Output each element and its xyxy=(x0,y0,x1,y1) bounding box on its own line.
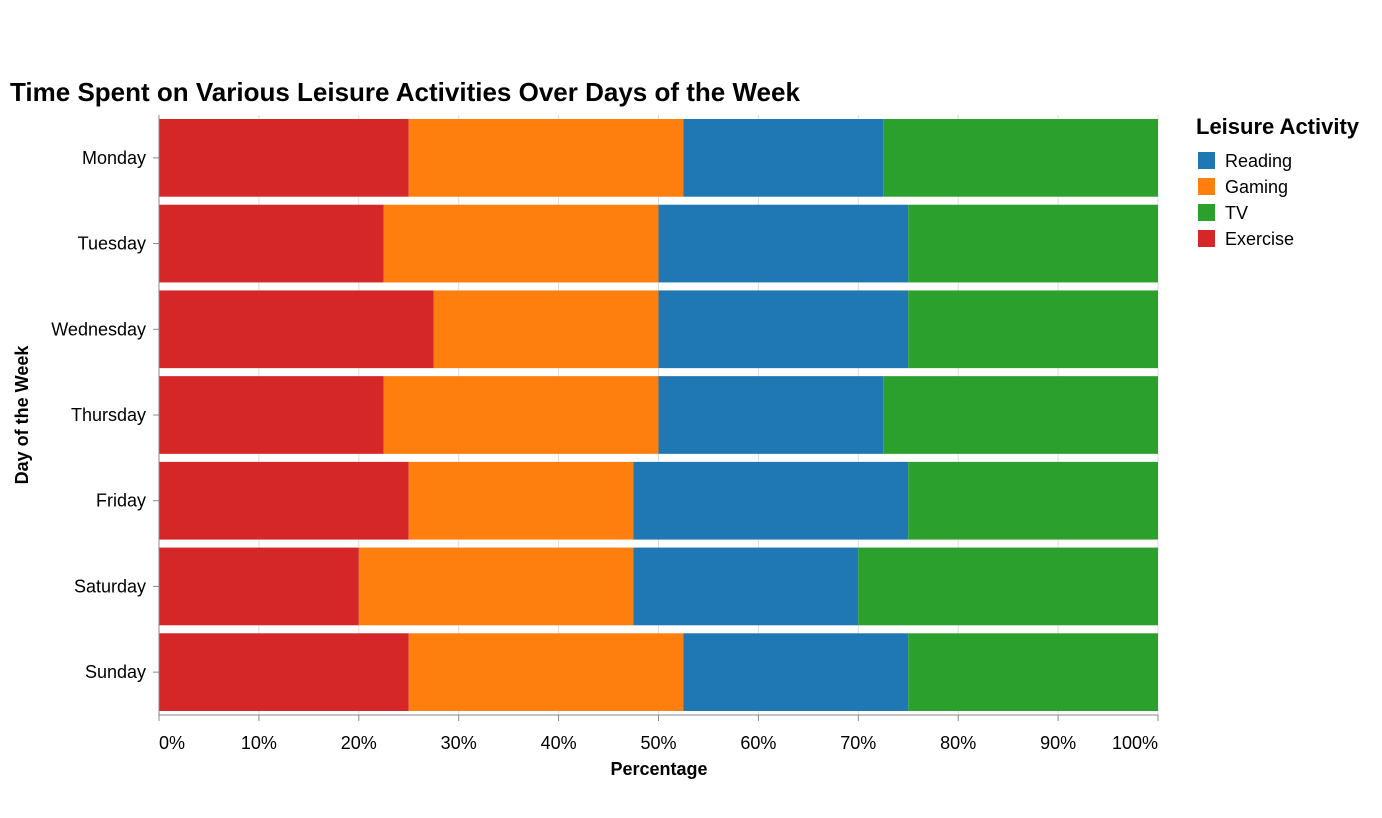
bar-tv-monday xyxy=(883,119,1158,197)
bar-tv-tuesday xyxy=(908,204,1158,283)
bar-exercise-tuesday xyxy=(159,204,384,283)
bar-exercise-saturday xyxy=(159,547,359,626)
y-tick-label: Tuesday xyxy=(78,234,146,254)
bar-tv-thursday xyxy=(883,376,1158,454)
bar-reading-sunday xyxy=(683,633,909,711)
bar-gaming-sunday xyxy=(408,633,684,711)
legend-label-exercise: Exercise xyxy=(1225,229,1294,249)
legend: Leisure Activity Reading Gaming TV Exercise xyxy=(1196,114,1360,249)
bar-group xyxy=(159,119,1158,711)
bar-reading-thursday xyxy=(658,376,884,454)
x-tick-label: 10% xyxy=(241,733,277,753)
bar-gaming-thursday xyxy=(383,376,659,454)
x-tick-label: 80% xyxy=(940,733,976,753)
y-axis: Monday Tuesday Wednesday Thursday Friday Satu… xyxy=(51,115,160,715)
bar-exercise-friday xyxy=(159,461,409,540)
legend-swatch-exercise xyxy=(1198,230,1215,247)
bar-reading-monday xyxy=(683,119,884,197)
bar-exercise-sunday xyxy=(159,633,409,711)
bar-reading-saturday xyxy=(633,547,859,626)
bar-tv-sunday xyxy=(908,633,1158,711)
x-tick-label: 90% xyxy=(1040,733,1076,753)
x-tick-label: 0% xyxy=(159,733,185,753)
bar-exercise-wednesday xyxy=(159,290,434,369)
legend-label-gaming: Gaming xyxy=(1225,177,1288,197)
x-tick-label: 60% xyxy=(740,733,776,753)
y-tick-label: Thursday xyxy=(71,405,146,425)
bar-exercise-thursday xyxy=(159,376,384,454)
bar-reading-wednesday xyxy=(658,290,909,369)
y-tick-label: Saturday xyxy=(74,576,146,596)
x-tick-label: 70% xyxy=(840,733,876,753)
x-axis-title: Percentage xyxy=(610,759,707,779)
bar-gaming-friday xyxy=(408,461,634,540)
bar-reading-tuesday xyxy=(658,204,909,283)
x-tick-label: 40% xyxy=(541,733,577,753)
x-tick-label: 20% xyxy=(341,733,377,753)
bar-gaming-saturday xyxy=(358,547,634,626)
chart-title: Time Spent on Various Leisure Activities… xyxy=(10,77,800,107)
bar-reading-friday xyxy=(633,461,909,540)
legend-swatch-reading xyxy=(1198,152,1215,169)
legend-label-reading: Reading xyxy=(1225,151,1292,171)
bar-exercise-monday xyxy=(159,119,409,197)
y-tick-label: Friday xyxy=(96,491,146,511)
y-tick-label: Sunday xyxy=(85,662,146,682)
x-tick-label: 30% xyxy=(441,733,477,753)
bar-gaming-monday xyxy=(408,119,684,197)
bar-tv-friday xyxy=(908,461,1158,540)
y-tick-label: Monday xyxy=(82,148,146,168)
legend-swatch-tv xyxy=(1198,204,1215,221)
x-tick-label: 100% xyxy=(1112,733,1158,753)
bar-gaming-wednesday xyxy=(433,290,659,369)
x-tick-label: 50% xyxy=(640,733,676,753)
legend-label-tv: TV xyxy=(1225,203,1248,223)
bar-tv-saturday xyxy=(858,547,1158,626)
bar-tv-wednesday xyxy=(908,290,1158,369)
y-tick-label: Wednesday xyxy=(51,319,146,339)
y-axis-title: Day of the Week xyxy=(12,345,32,485)
x-axis: 0% 10% 20% 30% 40% 50% 60% 70% 80% 90% 100% xyxy=(158,714,1159,753)
legend-title: Leisure Activity xyxy=(1196,114,1360,139)
bar-gaming-tuesday xyxy=(383,204,659,283)
legend-swatch-gaming xyxy=(1198,178,1215,195)
